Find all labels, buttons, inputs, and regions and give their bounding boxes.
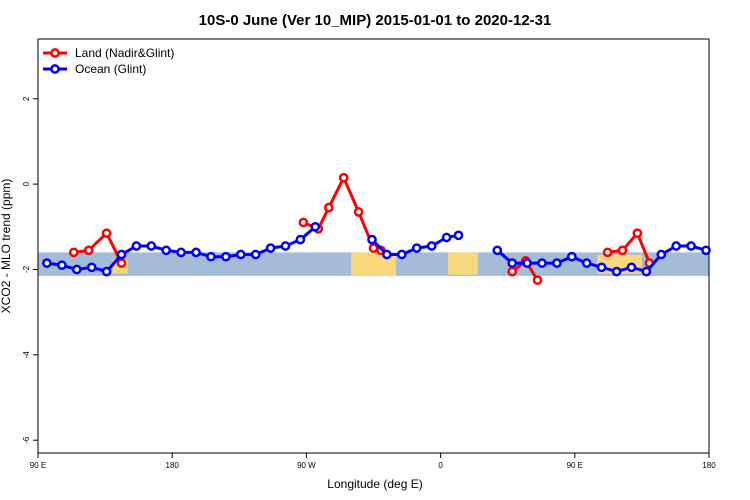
- data-point: [441, 232, 452, 243]
- data-point: [68, 247, 79, 258]
- data-point: [116, 249, 127, 260]
- data-point: [507, 258, 518, 268]
- legend: Land (Nadir&Glint) Ocean (Glint): [43, 46, 174, 76]
- data-point: [552, 258, 562, 268]
- x-tick-label: 90 E: [567, 461, 583, 470]
- legend-marker: [50, 48, 60, 58]
- data-point: [507, 266, 518, 277]
- land-patch: [448, 252, 478, 275]
- band-layer: [38, 252, 709, 276]
- data-point: [522, 258, 532, 268]
- data-point: [42, 258, 52, 268]
- data-point: [617, 245, 628, 256]
- x-tick-label: 180: [166, 461, 180, 470]
- series-layer: [42, 172, 711, 285]
- series-line: [607, 231, 651, 264]
- x-tick-label: 0: [438, 461, 443, 470]
- data-point: [221, 251, 231, 262]
- data-point: [280, 241, 291, 251]
- data-point: [656, 249, 667, 260]
- y-tick-label: -4: [22, 351, 31, 359]
- data-point: [611, 266, 622, 277]
- data-point: [71, 264, 82, 275]
- legend-label: Ocean (Glint): [75, 62, 146, 76]
- data-point: [250, 249, 261, 260]
- data-point: [295, 234, 306, 245]
- series-ocean: [42, 221, 711, 277]
- data-point: [686, 241, 696, 251]
- y-axis-label: XCO2 - MLO trend (ppm): [0, 179, 13, 314]
- data-point: [86, 262, 97, 273]
- data-point: [396, 249, 407, 260]
- data-point: [265, 243, 276, 253]
- data-point: [176, 247, 186, 258]
- data-point: [641, 266, 652, 277]
- data-point: [492, 245, 503, 256]
- data-point: [235, 249, 246, 260]
- data-point: [57, 260, 67, 271]
- data-point: [532, 275, 543, 285]
- y-tick-label: -2: [22, 265, 31, 273]
- data-point: [671, 241, 682, 251]
- data-point: [101, 228, 112, 239]
- data-point: [701, 245, 711, 256]
- data-point: [353, 207, 364, 217]
- data-point: [367, 234, 377, 245]
- x-tick-label: 90 E: [30, 461, 46, 470]
- data-point: [382, 249, 392, 260]
- chart-title: 10S-0 June (Ver 10_MIP) 2015-01-01 to 20…: [199, 12, 552, 29]
- data-point: [411, 243, 422, 253]
- y-tick-label: 2: [22, 96, 31, 101]
- data-point: [596, 262, 607, 273]
- data-point: [566, 251, 577, 262]
- data-point: [581, 258, 592, 268]
- data-point: [602, 247, 613, 258]
- data-point: [453, 230, 464, 241]
- data-point: [626, 262, 637, 273]
- data-point: [161, 245, 172, 256]
- data-point: [83, 245, 94, 256]
- axis-layer: 90 E 180 90 W 0 90 E 180 2 0 -2 -4 -6: [22, 96, 716, 470]
- legend-marker: [50, 64, 60, 74]
- data-point: [146, 241, 157, 251]
- data-point: [101, 266, 112, 277]
- legend-label: Land (Nadir&Glint): [75, 46, 174, 60]
- plot-frame: [37, 38, 710, 454]
- data-point: [310, 221, 321, 232]
- series-line: [73, 231, 123, 264]
- data-point: [537, 258, 547, 268]
- y-tick-label: 0: [22, 181, 31, 186]
- x-tick-label: 90 W: [297, 461, 316, 470]
- data-point: [131, 241, 142, 251]
- data-point: [426, 241, 437, 251]
- x-tick-label: 180: [702, 461, 716, 470]
- data-point: [206, 251, 216, 262]
- x-axis-label: Longitude (deg E): [327, 477, 422, 491]
- data-point: [632, 228, 643, 239]
- y-tick-label: -6: [22, 436, 31, 444]
- data-point: [323, 202, 334, 213]
- data-point: [298, 217, 309, 228]
- data-point: [338, 172, 349, 183]
- data-point: [191, 247, 201, 258]
- data-point: [116, 258, 127, 268]
